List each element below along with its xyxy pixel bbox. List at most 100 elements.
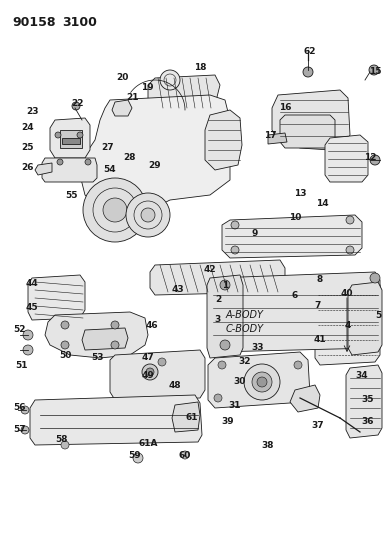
Polygon shape [82,328,128,350]
Circle shape [244,364,280,400]
Circle shape [23,345,33,355]
Text: 13: 13 [294,189,306,198]
Circle shape [181,451,189,459]
Text: A-BODY
C-BODY: A-BODY C-BODY [226,310,264,334]
Text: 37: 37 [312,421,324,430]
Text: 46: 46 [146,320,158,329]
Text: 4: 4 [345,320,351,329]
Polygon shape [272,90,350,150]
Text: 35: 35 [362,395,374,405]
Circle shape [214,394,222,402]
Circle shape [21,406,29,414]
Text: 27: 27 [102,143,114,152]
Text: 29: 29 [149,160,161,169]
Text: 41: 41 [314,335,326,344]
Circle shape [220,340,230,350]
Polygon shape [315,278,380,365]
Text: 17: 17 [264,131,276,140]
Polygon shape [35,163,52,175]
Circle shape [346,246,354,254]
Text: 23: 23 [27,108,39,117]
Text: 33: 33 [252,343,264,352]
Circle shape [21,426,29,434]
Text: 2: 2 [215,295,221,304]
Text: 49: 49 [142,370,154,379]
Polygon shape [110,350,205,400]
Text: 61A: 61A [138,439,158,448]
Text: 1: 1 [222,280,228,289]
Text: 42: 42 [204,265,216,274]
Text: 34: 34 [356,370,368,379]
Text: 20: 20 [116,74,128,83]
Text: 43: 43 [172,285,184,294]
Text: 56: 56 [14,403,26,413]
Circle shape [231,221,239,229]
Circle shape [72,102,80,110]
Text: 15: 15 [369,68,381,77]
Polygon shape [60,130,82,148]
Circle shape [294,394,302,402]
Circle shape [303,67,313,77]
Circle shape [220,280,230,290]
Circle shape [257,377,267,387]
Text: 32: 32 [239,358,251,367]
Circle shape [61,321,69,329]
Circle shape [55,132,61,138]
Polygon shape [148,75,220,108]
Text: 55: 55 [66,190,78,199]
Circle shape [85,159,91,165]
Polygon shape [50,118,90,158]
Polygon shape [62,138,80,144]
Text: 48: 48 [169,381,181,390]
Text: 21: 21 [127,93,139,101]
Text: 57: 57 [14,425,26,434]
Circle shape [23,330,33,340]
Circle shape [77,132,83,138]
Text: 16: 16 [279,103,291,112]
Text: 10: 10 [289,214,301,222]
Polygon shape [42,158,97,182]
Text: 18: 18 [194,63,206,72]
Polygon shape [112,100,132,116]
Text: 7: 7 [315,301,321,310]
Polygon shape [348,282,382,355]
Text: 52: 52 [14,326,26,335]
Text: 31: 31 [229,400,241,409]
Text: 19: 19 [141,84,153,93]
Text: 39: 39 [222,417,234,426]
Text: 47: 47 [142,353,154,362]
Circle shape [111,341,119,349]
Circle shape [316,286,324,294]
Polygon shape [172,402,200,432]
Text: 38: 38 [262,440,274,449]
Circle shape [346,216,354,224]
Text: 90158: 90158 [12,16,56,29]
Circle shape [142,364,158,380]
Polygon shape [325,135,368,182]
Polygon shape [280,115,335,148]
Text: 50: 50 [59,351,71,359]
Text: 58: 58 [56,435,68,445]
Circle shape [369,65,379,75]
Text: 3: 3 [215,316,221,325]
Text: 12: 12 [364,152,376,161]
Text: 14: 14 [316,198,328,207]
Polygon shape [28,275,85,320]
Text: 22: 22 [72,99,84,108]
Text: 61: 61 [186,414,198,423]
Circle shape [218,361,226,369]
Polygon shape [80,95,230,215]
Text: 51: 51 [16,360,28,369]
Circle shape [231,246,239,254]
Circle shape [141,208,155,222]
Circle shape [126,193,170,237]
Text: 36: 36 [362,417,374,426]
Polygon shape [205,110,242,170]
Polygon shape [45,312,148,358]
Text: 28: 28 [124,154,136,163]
Circle shape [294,361,302,369]
Polygon shape [290,385,320,412]
Circle shape [371,286,379,294]
Polygon shape [346,365,382,438]
Polygon shape [268,133,287,144]
